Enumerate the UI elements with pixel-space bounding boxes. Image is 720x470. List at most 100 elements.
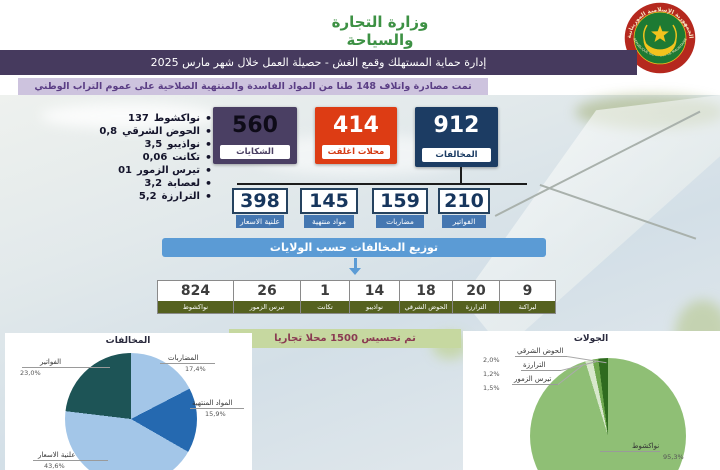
leader-line <box>160 363 215 364</box>
tours-pie-title: الجولات <box>573 334 609 344</box>
leader-line <box>515 356 567 357</box>
down-arrow-icon <box>348 258 362 276</box>
pie-slice-label: نواكشوط <box>632 442 660 450</box>
leader-line <box>600 451 660 452</box>
wilaya-name: تيرس الزمور <box>137 165 200 176</box>
pie-slice-percent: 1,5% <box>483 384 500 392</box>
leader-line <box>33 460 108 461</box>
wilaya-value: 3,5 <box>144 139 163 150</box>
wilaya-value: 5,2 <box>138 191 157 202</box>
wilaya-box-trarza: 20 الترارزة <box>452 280 500 314</box>
wilaya-box-nouadhibou: 14 نواذيبو <box>349 280 400 314</box>
connector-line <box>237 183 527 185</box>
violation-value: 210 <box>444 190 484 212</box>
wilaya-distribution-row: 824 نواكشوط 26 تيرس الزمور 1 تكانت 14 نو… <box>157 280 556 314</box>
crescent-icon <box>643 39 677 56</box>
wilaya-name: تكانت <box>172 152 200 163</box>
ministry-title: وزارة التجارة والسياحة <box>331 13 429 49</box>
distribution-banner: توزيع المخالفات حسب الولايات <box>162 238 546 257</box>
seizure-highlight-band: تمت مصادرة واتلاف 148 طنا من المواد الفا… <box>18 78 488 95</box>
summary-box-violations: 912 المخالفات <box>415 107 498 167</box>
department-band: إدارة حماية المستهلك وقمع الغش - حصيلة ا… <box>0 50 637 75</box>
wilaya-name: نواكشوط <box>153 113 200 124</box>
wilaya-value: 01 <box>118 165 132 176</box>
connector-line <box>460 167 462 183</box>
list-item: لعصابة 3,2 <box>18 177 212 190</box>
wilaya-value: 1 <box>320 283 330 299</box>
summary-value: 560 <box>232 113 278 138</box>
list-item: الترارزة 5,2 <box>18 190 212 203</box>
pie-slice-label: المضاربات <box>168 354 199 362</box>
summary-value: 912 <box>433 113 480 138</box>
summary-label: محلات اغلقت <box>322 145 390 159</box>
violation-value: 159 <box>380 190 420 212</box>
seized-by-wilaya-list: نواكشوط 137 الحوض الشرقي 0,8 نواذيبو 3,5 تك… <box>18 112 212 203</box>
list-item: تيرس الزمور 01 <box>18 164 212 177</box>
header-strip <box>0 0 720 50</box>
wilaya-value: 0,06 <box>142 152 168 163</box>
wilaya-name: الترارزة <box>161 191 200 202</box>
star-icon <box>651 25 669 42</box>
arrow-stem <box>354 258 357 268</box>
leader-line <box>190 408 244 409</box>
violation-value: 145 <box>309 190 349 212</box>
palm-branch-icon <box>643 24 677 45</box>
violations-pie-title: المخالفات <box>105 336 151 346</box>
pie-slice-percent: 43,6% <box>44 462 65 470</box>
wilaya-name: نواذيبو <box>167 139 200 150</box>
mauritania-seal-logo: الجمهورية الإسلامية الموريتانية REPUBLIQ… <box>624 2 696 74</box>
violation-box-expired-goods: 145 مواد منتهية <box>300 188 358 228</box>
summary-label: الشكايات <box>220 145 290 159</box>
wilaya-label: الترارزة <box>453 301 499 313</box>
wilaya-label: تكانت <box>301 301 349 313</box>
pie-slice-percent: 23,0% <box>20 369 41 377</box>
violation-label: الفواتير <box>442 215 486 228</box>
violation-box-speculation: 159 مضاربات <box>372 188 428 228</box>
wilaya-box-hodh-chargui: 18 الحوض الشرقي <box>399 280 453 314</box>
violation-label: علنية الاسعار <box>236 215 284 228</box>
leader-line <box>512 384 558 385</box>
wilaya-label: لبراكنة <box>500 301 555 313</box>
list-item: نواذيبو 3,5 <box>18 138 212 151</box>
wilaya-value: 137 <box>127 113 149 124</box>
wilaya-box-tiris-zemmour: 26 تيرس الزمور <box>233 280 301 314</box>
pie-slice-percent: 1,2% <box>483 370 500 378</box>
summary-box-closed-shops: 414 محلات اغلقت <box>315 107 397 164</box>
pie-slice-percent: 17,4% <box>185 365 206 373</box>
summary-label: المخالفات <box>422 148 491 162</box>
wilaya-value: 3,2 <box>144 178 163 189</box>
wilaya-name: الحوض الشرقي <box>122 126 200 137</box>
wilaya-value: 0,8 <box>99 126 118 137</box>
pie-slice-label: الحوض الشرقي <box>517 347 564 355</box>
arrow-head <box>349 268 361 275</box>
violation-label: مضاربات <box>376 215 424 228</box>
wilaya-box-nouakchott: 824 نواكشوط <box>157 280 234 314</box>
pie-slice-percent: 2,0% <box>483 356 500 364</box>
pie-slice-percent: 95,3% <box>663 453 684 461</box>
list-item: نواكشوط 137 <box>18 112 212 125</box>
wilaya-label: نواذيبو <box>350 301 399 313</box>
list-item: تكانت 0,06 <box>18 151 212 164</box>
wilaya-label: تيرس الزمور <box>234 301 300 313</box>
violation-box-price-display: 398 علنية الاسعار <box>232 188 288 228</box>
wilaya-box-brakna: 9 لبراكنة <box>499 280 556 314</box>
wilaya-value: 9 <box>522 283 533 299</box>
violation-value: 398 <box>240 190 280 212</box>
wilaya-value: 824 <box>180 283 211 299</box>
wilaya-name: لعصابة <box>167 178 200 189</box>
pie-slice-label: الترارزة <box>523 361 546 369</box>
summary-box-complaints: 560 الشكايات <box>213 107 297 164</box>
pie-slice-percent: 15,9% <box>205 410 226 418</box>
list-item: الحوض الشرقي 0,8 <box>18 125 212 138</box>
summary-value: 414 <box>333 113 379 138</box>
wilaya-value: 14 <box>364 283 385 299</box>
pie-slice-label: تيرس الزمور <box>514 375 552 383</box>
violations-pie-chart <box>65 353 197 470</box>
pie-slice-label: علنية الاسعار <box>38 451 76 459</box>
wilaya-value: 26 <box>257 283 277 299</box>
leader-line <box>521 370 561 371</box>
wilaya-box-tagant: 1 تكانت <box>300 280 350 314</box>
wilaya-label: نواكشوط <box>158 301 233 313</box>
wilaya-value: 20 <box>466 283 486 299</box>
